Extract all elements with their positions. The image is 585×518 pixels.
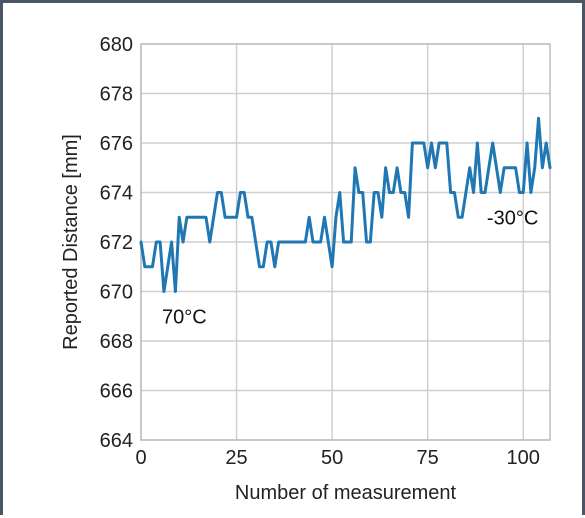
x-tick-label: 0	[135, 447, 146, 469]
distance-series-line	[139, 116, 552, 293]
x-tick-label: 75	[417, 447, 439, 469]
x-tick-label: 25	[225, 447, 247, 469]
line-chart: 664 666 668 670 672 674 676 678 680 0 25 50 75 100 Num…	[60, 34, 552, 504]
temperature-annotation: 70°C	[162, 306, 207, 328]
y-tick-label: 666	[100, 381, 133, 403]
x-axis-label: Number of measurement	[235, 482, 457, 504]
x-tick-label: 50	[321, 447, 343, 469]
y-tick-label: 674	[100, 183, 133, 205]
y-tick-label: 678	[100, 84, 133, 106]
y-tick-label: 680	[100, 34, 133, 56]
temperature-annotation: -30°C	[487, 207, 538, 229]
x-tick-label: 100	[507, 447, 540, 469]
y-tick-label: 664	[100, 430, 133, 452]
y-tick-label: 676	[100, 133, 133, 155]
y-tick-label: 672	[100, 232, 133, 254]
y-tick-label: 670	[100, 282, 133, 304]
y-axis-label: Reported Distance [mm]	[60, 134, 82, 350]
y-tick-label: 668	[100, 331, 133, 353]
